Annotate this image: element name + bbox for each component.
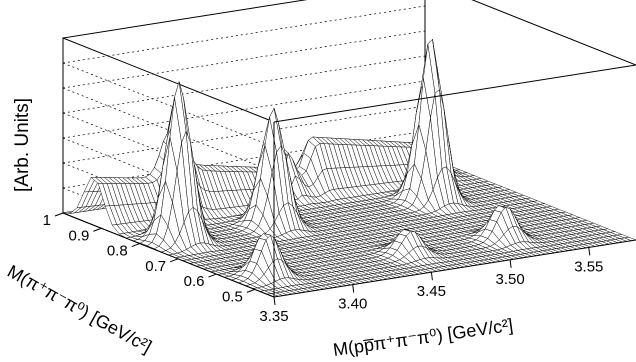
box-top-edge — [273, 0, 636, 123]
y-axis-label: M(π⁺π⁻π⁰) [GeV/c²] — [4, 261, 155, 357]
y-tick — [246, 288, 255, 293]
y-tick-label: 1 — [43, 212, 51, 229]
y-tick — [54, 212, 64, 217]
back-wall-gridline — [62, 105, 426, 164]
x-tick-label: 3.45 — [417, 283, 446, 300]
x-tick — [352, 284, 355, 293]
y-tick-label: 0.8 — [107, 243, 128, 260]
floor-left-edge — [62, 212, 275, 298]
x-tick — [430, 272, 433, 281]
y-tick — [208, 273, 217, 278]
x-tick-label: 3.40 — [338, 296, 367, 313]
y-tick — [169, 258, 179, 263]
y-tick-label: 0.5 — [222, 288, 243, 305]
y-tick — [131, 243, 140, 248]
x-tick — [509, 259, 512, 268]
x-axis-label: M(pp̅π⁺π⁻π⁰) [GeV/c²] — [332, 315, 515, 360]
x-tick-label: 3.55 — [574, 258, 603, 275]
x-tick — [273, 296, 276, 306]
y-tick-label: 0.9 — [69, 227, 90, 244]
z-axis-label: [Arb. Units] — [12, 98, 33, 192]
floor-front-edge — [273, 239, 636, 298]
back-wall-gridline — [62, 5, 426, 64]
back-wall-gridline — [62, 80, 426, 139]
back-wall-gridline — [62, 55, 426, 114]
plot-box-front — [62, 0, 636, 298]
y-tick-label: 0.6 — [184, 273, 205, 290]
x-tick — [588, 247, 591, 256]
x-tick-label: 3.50 — [495, 271, 524, 288]
surface-mesh — [62, 38, 636, 298]
axis-ticks: 0.5 0.6 0.7 0.8 0.9 1 3.35 3.40 3.45 3.50 3.55 — [43, 212, 604, 325]
back-wall-gridline — [62, 30, 426, 89]
y-tick — [93, 227, 102, 232]
x-tick-label: 3.35 — [259, 308, 288, 325]
y-tick-label: 0.7 — [145, 258, 166, 275]
